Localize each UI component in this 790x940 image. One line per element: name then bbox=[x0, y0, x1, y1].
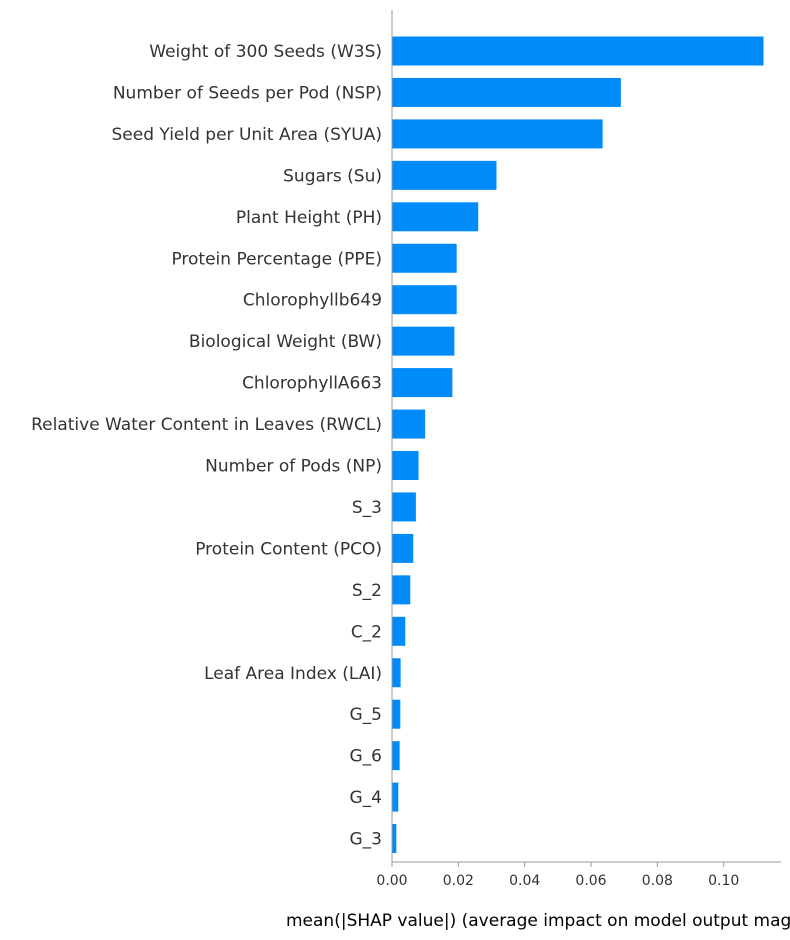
category-label-3: Sugars (Su) bbox=[283, 166, 382, 186]
x-tick-label-4: 0.08 bbox=[642, 873, 673, 889]
x-tick-label-5: 0.10 bbox=[708, 873, 739, 889]
category-label-15: Leaf Area Index (LAI) bbox=[204, 664, 382, 684]
bar-9 bbox=[392, 409, 426, 439]
bar-15 bbox=[392, 658, 401, 688]
bar-1 bbox=[392, 77, 621, 107]
category-label-18: G_4 bbox=[350, 788, 383, 808]
bar-3 bbox=[392, 160, 497, 190]
category-label-16: G_5 bbox=[350, 705, 383, 725]
category-label-5: Protein Percentage (PPE) bbox=[171, 249, 382, 269]
bar-17 bbox=[392, 741, 400, 771]
bar-16 bbox=[392, 699, 401, 729]
x-axis-title: mean(|SHAP value|) (average impact on mo… bbox=[286, 911, 790, 931]
category-label-1: Number of Seeds per Pod (NSP) bbox=[113, 83, 382, 103]
category-label-9: Relative Water Content in Leaves (RWCL) bbox=[31, 415, 382, 435]
x-ticks-group: 0.00 0.02 0.04 0.06 0.08 0.10 bbox=[376, 862, 739, 889]
bar-4 bbox=[392, 202, 479, 232]
category-label-13: S_2 bbox=[352, 581, 382, 601]
category-label-11: S_3 bbox=[352, 498, 382, 518]
category-label-4: Plant Height (PH) bbox=[236, 208, 382, 228]
category-label-8: ChlorophyllA663 bbox=[242, 374, 382, 394]
bar-10 bbox=[392, 451, 419, 480]
bar-12 bbox=[392, 533, 414, 563]
category-labels-group: Weight of 300 Seeds (W3S) Number of Seeds… bbox=[31, 42, 382, 850]
bars-group bbox=[392, 36, 764, 854]
category-label-2: Seed Yield per Unit Area (SYUA) bbox=[112, 125, 382, 145]
category-label-14: C_2 bbox=[351, 622, 382, 642]
category-label-0: Weight of 300 Seeds (W3S) bbox=[149, 42, 382, 62]
bar-6 bbox=[392, 285, 457, 315]
bar-13 bbox=[392, 575, 411, 605]
bar-18 bbox=[392, 782, 399, 812]
bar-2 bbox=[392, 119, 603, 149]
bar-5 bbox=[392, 243, 457, 273]
bar-14 bbox=[392, 616, 406, 646]
x-tick-label-2: 0.04 bbox=[509, 873, 540, 889]
category-label-17: G_6 bbox=[350, 747, 383, 767]
category-label-10: Number of Pods (NP) bbox=[205, 457, 382, 477]
category-label-12: Protein Content (PCO) bbox=[195, 539, 382, 559]
x-tick-label-0: 0.00 bbox=[376, 873, 407, 889]
category-label-19: G_3 bbox=[350, 830, 383, 850]
category-label-6: Chlorophyllb649 bbox=[243, 291, 382, 311]
bar-0 bbox=[392, 36, 764, 66]
category-label-7: Biological Weight (BW) bbox=[189, 332, 382, 352]
x-tick-label-1: 0.02 bbox=[443, 873, 474, 889]
bar-8 bbox=[392, 368, 453, 398]
bar-19 bbox=[392, 824, 397, 854]
bar-7 bbox=[392, 326, 455, 356]
x-tick-label-3: 0.06 bbox=[575, 873, 606, 889]
bar-11 bbox=[392, 492, 416, 522]
